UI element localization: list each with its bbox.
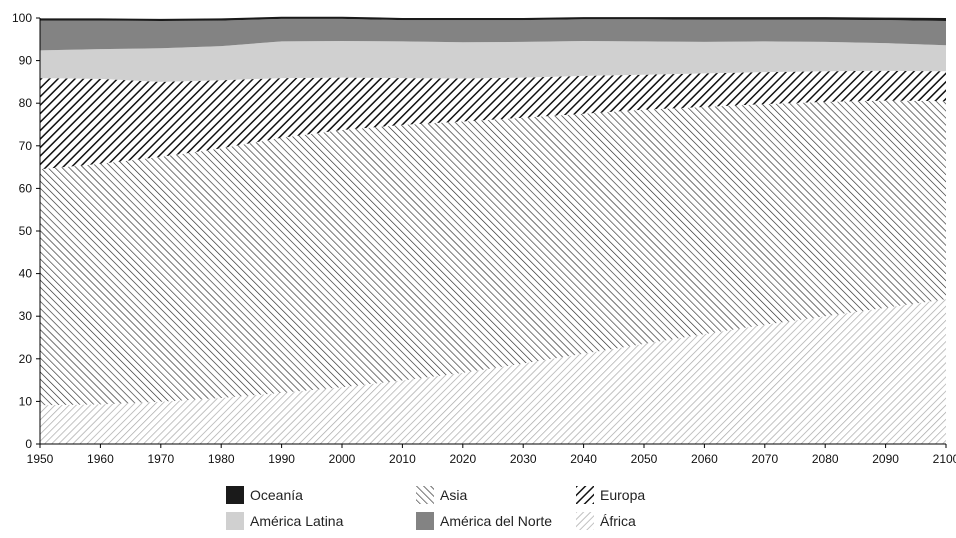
y-tick-label: 10 — [19, 394, 33, 408]
x-tick-label: 2090 — [872, 452, 899, 466]
x-tick-label: 2060 — [691, 452, 718, 466]
area-oceania — [40, 16, 946, 21]
legend-item-asia: Asia — [416, 485, 467, 505]
y-tick-label: 60 — [19, 181, 33, 195]
x-tick-label: 1960 — [87, 452, 114, 466]
area-asia — [40, 100, 946, 406]
area-america-latina — [40, 41, 946, 82]
legend-item-oceania: Oceanía — [226, 485, 303, 505]
legend: Oceanía América Latina Asia América del Nor… — [226, 484, 746, 534]
y-tick-label: 0 — [25, 437, 32, 451]
x-tick-label: 2010 — [389, 452, 416, 466]
y-tick-label: 20 — [19, 352, 33, 366]
x-tick-label: 2100 — [933, 452, 956, 466]
area-layers — [40, 16, 946, 444]
area-africa — [40, 299, 946, 444]
y-tick-label: 80 — [19, 96, 33, 110]
area-europa — [40, 70, 946, 170]
legend-item-africa: África — [576, 511, 636, 531]
x-tick-label: 2080 — [812, 452, 839, 466]
legend-label: Asia — [440, 487, 468, 503]
y-tick-label: 40 — [19, 267, 33, 281]
legend-swatch-africa — [576, 512, 594, 530]
y-tick-label: 100 — [12, 11, 32, 25]
legend-label: América del Norte — [440, 513, 553, 529]
x-tick-label: 1970 — [147, 452, 174, 466]
x-tick-label: 2040 — [570, 452, 597, 466]
legend-label: África — [600, 513, 636, 529]
legend-item-america-del-norte: América del Norte — [416, 511, 552, 531]
legend-label: Europa — [600, 487, 646, 503]
legend-swatch-oceania — [226, 486, 244, 504]
legend-label: Oceanía — [250, 487, 303, 503]
x-tick-label: 2050 — [631, 452, 658, 466]
x-tick-label: 2070 — [751, 452, 778, 466]
legend-swatch-europa — [576, 486, 594, 504]
legend-item-europa: Europa — [576, 485, 645, 505]
y-tick-label: 70 — [19, 139, 33, 153]
legend-swatch-america-del-norte — [416, 512, 434, 530]
legend-item-america-latina: América Latina — [226, 511, 343, 531]
x-tick-label: 1980 — [208, 452, 235, 466]
x-tick-label: 1990 — [268, 452, 295, 466]
x-tick-label: 2000 — [329, 452, 356, 466]
legend-label: América Latina — [250, 513, 344, 529]
legend-swatch-america-latina — [226, 512, 244, 530]
y-tick-label: 50 — [19, 224, 33, 238]
x-tick-label: 2020 — [449, 452, 476, 466]
legend-swatch-asia — [416, 486, 434, 504]
x-tick-label: 1950 — [27, 452, 54, 466]
y-tick-label: 30 — [19, 309, 33, 323]
area-america-del-norte — [40, 18, 946, 51]
y-tick-label: 90 — [19, 54, 33, 68]
x-tick-label: 2030 — [510, 452, 537, 466]
